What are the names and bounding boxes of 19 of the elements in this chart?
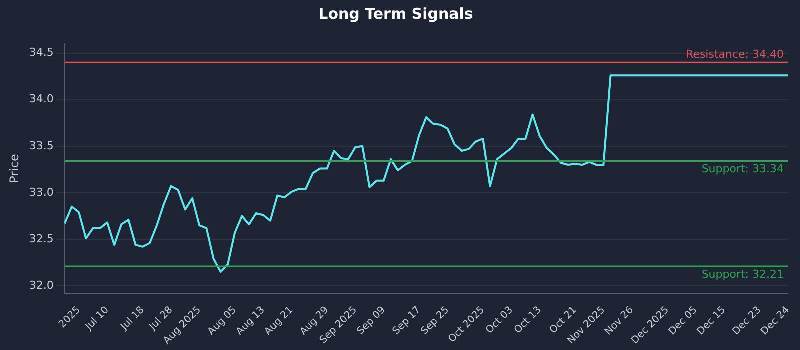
x-tick-label: Dec 24 (759, 304, 792, 338)
y-tick-label: 34.0 (29, 92, 54, 106)
x-tick-label: Sep 09 (356, 304, 388, 338)
ref-line-label: Support: 33.34 (702, 162, 784, 176)
x-tick-label: Dec 15 (695, 304, 728, 338)
x-tick-label: Jul 10 (83, 304, 112, 334)
x-tick-label: Oct 03 (484, 304, 516, 336)
y-tick-label: 33.5 (29, 139, 54, 152)
ref-line-label: Support: 32.21 (702, 268, 784, 281)
y-tick-label: 32.0 (29, 278, 54, 292)
y-tick-label: 33.0 (29, 186, 54, 199)
x-tick-label: Jul 18 (118, 304, 147, 334)
y-tick-label: 34.5 (29, 46, 54, 60)
x-tick-label: Aug 21 (262, 304, 296, 338)
chart-title: Long Term Signals (318, 4, 474, 23)
x-tick-label: Oct 13 (512, 304, 544, 336)
ref-line-label: Resistance: 34.40 (686, 48, 784, 61)
y-axis-title: Price (7, 154, 22, 184)
y-tick-label: 32.5 (29, 232, 54, 246)
